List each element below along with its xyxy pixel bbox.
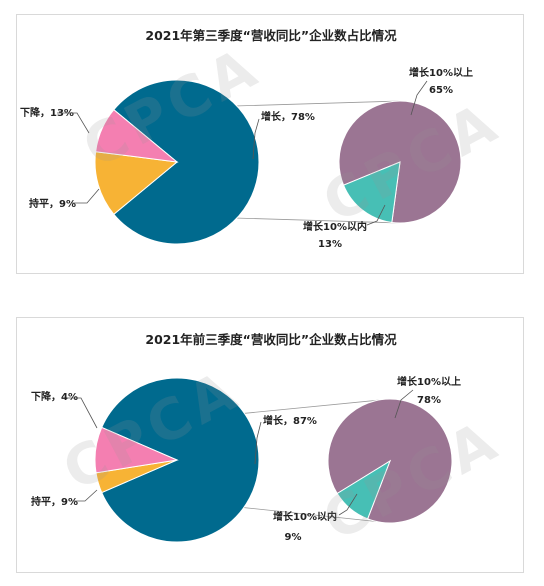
label-growth: 增长，87% bbox=[263, 414, 317, 427]
pie-slice-decline bbox=[94, 151, 179, 215]
leader-line-above10 bbox=[394, 389, 414, 419]
chart-panel-q1-q3: 2021年前三季度“营收同比”企业数占比情况 增长，87% 下降，4% 持平，9… bbox=[16, 317, 524, 573]
leader-line-growth bbox=[254, 421, 262, 465]
value-growth-above10: 78% bbox=[417, 395, 441, 406]
label-growth: 增长，78% bbox=[261, 110, 315, 123]
label-flat: 持平，9% bbox=[31, 495, 78, 508]
leader-line-decline bbox=[67, 397, 98, 429]
chart-title: 2021年第三季度“营收同比”企业数占比情况 bbox=[145, 28, 397, 43]
label-growth-above10: 增长10%以上 bbox=[397, 375, 461, 388]
leader-line-above10 bbox=[410, 80, 428, 116]
chart-panel-q3: 2021年第三季度“营收同比”企业数占比情况 增长，78% 下降，13% 持平，… bbox=[16, 14, 524, 274]
pie-slice-growth bbox=[113, 79, 260, 245]
label-growth-above10: 增长10%以上 bbox=[409, 66, 473, 79]
pie-slice-flat bbox=[95, 109, 179, 163]
chart-title: 2021年前三季度“营收同比”企业数占比情况 bbox=[145, 332, 397, 347]
value-growth-above10: 65% bbox=[429, 85, 453, 96]
value-growth-within10: 13% bbox=[318, 239, 342, 250]
leader-line-growth bbox=[252, 118, 260, 160]
leader-line-within10 bbox=[366, 204, 386, 226]
label-decline: 下降，4% bbox=[31, 390, 78, 403]
pie-slice-growth-within10 bbox=[342, 161, 401, 224]
label-growth-within10: 增长10%以内 bbox=[303, 220, 367, 233]
leader-line-within10 bbox=[338, 493, 358, 516]
chart-q3-svg: 2021年第三季度“营收同比”企业数占比情况 增长，78% 下降，13% 持平，… bbox=[20, 28, 473, 250]
pie-slice-flat bbox=[94, 426, 179, 474]
label-flat: 持平，9% bbox=[29, 197, 76, 210]
label-growth-within10: 增长10%以内 bbox=[273, 510, 337, 523]
value-growth-within10: 9% bbox=[285, 532, 302, 543]
leader-line-decline bbox=[57, 112, 90, 134]
chart-q1-q3-svg: 2021年前三季度“营收同比”企业数占比情况 增长，87% 下降，4% 持平，9… bbox=[31, 332, 461, 543]
label-decline: 下降，13% bbox=[20, 106, 74, 119]
pie-slice-growth bbox=[101, 377, 260, 543]
leader-line-flat bbox=[72, 489, 98, 502]
leader-line-flat bbox=[72, 188, 100, 204]
